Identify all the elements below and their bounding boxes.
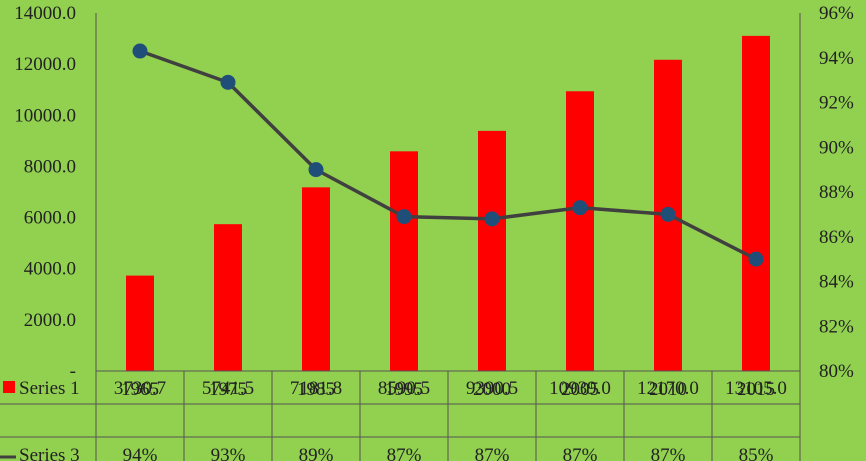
data-table: 1965 1975 1985 1995 2000 2005 2010 2015 Series 1… <box>0 370 801 461</box>
series-3-point <box>220 74 236 90</box>
series-3-point <box>396 209 412 225</box>
left-axis-tick-label: 12000.0 <box>14 54 76 75</box>
left-axis-tick-label: 4000.0 <box>24 259 76 280</box>
bar-series-1 <box>478 130 506 371</box>
right-axis-tick-label: 96% <box>819 3 854 24</box>
series-3-point <box>132 43 148 59</box>
right-axis-tick-label: 86% <box>819 227 854 248</box>
series-3-value: 94% <box>123 445 158 461</box>
series-1-value: 3730.7 <box>114 378 166 399</box>
right-axis-tick-label: 92% <box>819 93 854 114</box>
series-3-line <box>132 43 764 267</box>
series-3-point <box>572 200 588 216</box>
series-3-polyline <box>139 49 757 261</box>
bar-series-1 <box>302 187 330 371</box>
series-1-value: 9390.5 <box>466 378 518 399</box>
left-axis-tick-label: 8000.0 <box>24 156 76 177</box>
right-axis: 80% 82% 84% 86% 88% 90% 92% 94% 96% <box>819 3 854 382</box>
bar-series-1 <box>126 275 154 371</box>
series-3-point <box>484 211 500 227</box>
right-axis-tick-label: 82% <box>819 316 854 337</box>
bar-series-1 <box>214 224 242 371</box>
series-1-value: 7181.8 <box>290 378 342 399</box>
x-category-label: 1985 <box>297 379 335 400</box>
x-category-label: 2000 <box>473 379 511 400</box>
x-category-label: 1995 <box>385 379 423 400</box>
series-3-value: 85% <box>739 445 774 461</box>
series-1-legend-key <box>3 381 15 393</box>
right-axis-tick-label: 80% <box>819 361 854 382</box>
right-axis-tick-label: 88% <box>819 182 854 203</box>
series-3-point <box>748 251 764 267</box>
series-3-value: 89% <box>299 445 334 461</box>
series-1-value: 8590.5 <box>378 378 430 399</box>
series-1-value: 12170.0 <box>637 378 699 399</box>
x-category-label: 2015 <box>737 379 775 400</box>
series-3-value: 87% <box>387 445 422 461</box>
series-1-value: 10939.0 <box>549 378 611 399</box>
bar-series-1 <box>742 35 770 372</box>
series-1-value: 5741.5 <box>202 378 254 399</box>
series-3-point <box>308 162 324 178</box>
series-3-row-label: Series 3 <box>19 445 80 461</box>
left-axis-tick-label: 2000.0 <box>24 310 76 331</box>
left-axis: - 2000.0 4000.0 6000.0 8000.0 10000.0 12000.0 1… <box>14 3 76 382</box>
right-axis-tick-label: 94% <box>819 48 854 69</box>
left-axis-tick-label: 14000.0 <box>14 3 76 24</box>
series-3-value: 93% <box>211 445 246 461</box>
right-axis-tick-label: 90% <box>819 137 854 158</box>
x-category-label: 1965 <box>121 379 159 400</box>
series-3-value: 87% <box>475 445 510 461</box>
series-1-bars <box>126 35 770 372</box>
x-category-label: 2010 <box>649 379 687 400</box>
x-category-label: 2005 <box>561 379 599 400</box>
right-axis-tick-label: 84% <box>819 272 854 293</box>
series-3-point <box>660 206 676 222</box>
left-axis-tick-label: - <box>70 361 76 382</box>
left-axis-tick-label: 6000.0 <box>24 208 76 229</box>
bar-series-1 <box>390 151 418 371</box>
series-3-value: 87% <box>563 445 598 461</box>
series-1-value: 13105.0 <box>725 378 787 399</box>
x-category-label: 1975 <box>209 379 247 400</box>
bar-series-1 <box>566 91 594 371</box>
plot-frame <box>95 13 801 371</box>
series-1-row-label: Series 1 <box>19 378 80 399</box>
left-axis-tick-label: 10000.0 <box>14 105 76 126</box>
series-3-value: 87% <box>651 445 686 461</box>
